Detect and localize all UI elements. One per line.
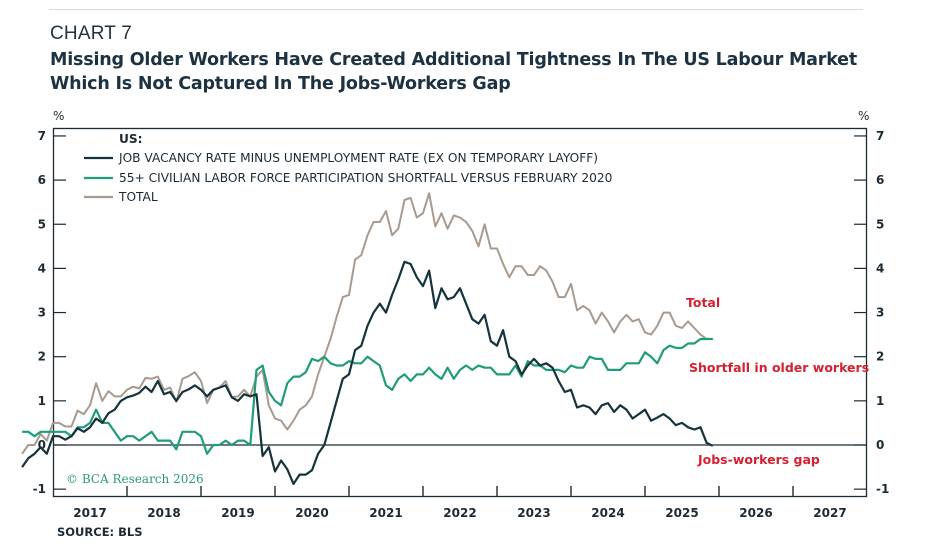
x-tick-label: 2027: [813, 506, 846, 520]
annotation-total: Total: [686, 295, 720, 310]
x-tick-label: 2024: [591, 506, 624, 520]
y-axis-unit-left: %: [53, 109, 64, 123]
y-tick-label-right: 1: [876, 394, 884, 408]
chart-number: CHART 7: [50, 23, 133, 44]
source-note: SOURCE: BLS: [57, 525, 143, 539]
y-tick-label-left: 3: [38, 306, 46, 320]
y-tick-label-right: 3: [876, 306, 884, 320]
y-tick-label-right: -1: [876, 482, 889, 496]
y-tick-label-right: 4: [876, 261, 884, 275]
legend-label-shortfall: 55+ CIVILIAN LABOR FORCE PARTICIPATION S…: [119, 171, 612, 185]
y-tick-label-left: 1: [38, 394, 46, 408]
series-line-total: [21, 192, 713, 455]
legend-title: US:: [119, 132, 143, 146]
y-tick-label-left: 5: [38, 217, 46, 231]
plot-frame: [52, 127, 868, 498]
series-line-gap: [21, 260, 714, 485]
y-tick-label-right: 6: [876, 173, 884, 187]
copyright-watermark: © BCΑ Research 2026: [66, 472, 204, 486]
annotation-gap: Jobs-workers gap: [697, 452, 820, 467]
y-axis-right: -1 0 1 2 3 4 5 6 7: [854, 129, 889, 496]
legend: US: JOB VACANCY RATE MINUS UNEMPLOYMENT …: [84, 132, 612, 204]
x-tick-label: 2017: [73, 506, 106, 520]
y-axis-left: -1 0 1 2 3 4 5 6 7: [33, 129, 66, 496]
chart-title-line-2: Which Is Not Captured In The Jobs-Worker…: [50, 74, 511, 94]
x-tick-label: 2023: [517, 506, 550, 520]
chart-title-line-1: Missing Older Workers Have Created Addit…: [50, 50, 858, 70]
y-tick-label-left: 4: [38, 261, 46, 275]
x-tick-label: 2019: [221, 506, 254, 520]
series-line-shortfall: [22, 337, 713, 455]
y-tick-label-left: 7: [38, 129, 46, 143]
y-tick-label-right: 7: [876, 129, 884, 143]
x-tick-label: 2022: [443, 506, 476, 520]
x-tick-label: 2021: [369, 506, 402, 520]
x-tick-label: 2020: [295, 506, 328, 520]
x-tick-label: 2018: [147, 506, 180, 520]
legend-label-total: TOTAL: [118, 190, 158, 204]
y-tick-label-left: 2: [38, 350, 46, 364]
chart-title: Missing Older Workers Have Created Addit…: [50, 48, 857, 96]
y-tick-label-left: 0: [38, 438, 46, 452]
x-tick-label: 2026: [739, 506, 772, 520]
series-layer: [21, 192, 714, 485]
y-tick-label-left: -1: [33, 482, 46, 496]
legend-label-gap: JOB VACANCY RATE MINUS UNEMPLOYMENT RATE…: [118, 151, 598, 165]
y-tick-label-right: 5: [876, 217, 884, 231]
x-axis: 2017 2018 2019 2020 2021 2022 2023 2024 2025 2026…: [73, 486, 847, 520]
y-tick-label-right: 2: [876, 350, 884, 364]
x-tick-label: 2025: [665, 506, 698, 520]
y-axis-unit-right: %: [858, 109, 869, 123]
top-divider: [49, 9, 863, 10]
y-tick-label-right: 0: [876, 438, 884, 452]
annotation-shortfall: Shortfall in older workers: [689, 360, 869, 375]
y-tick-label-left: 6: [38, 173, 46, 187]
